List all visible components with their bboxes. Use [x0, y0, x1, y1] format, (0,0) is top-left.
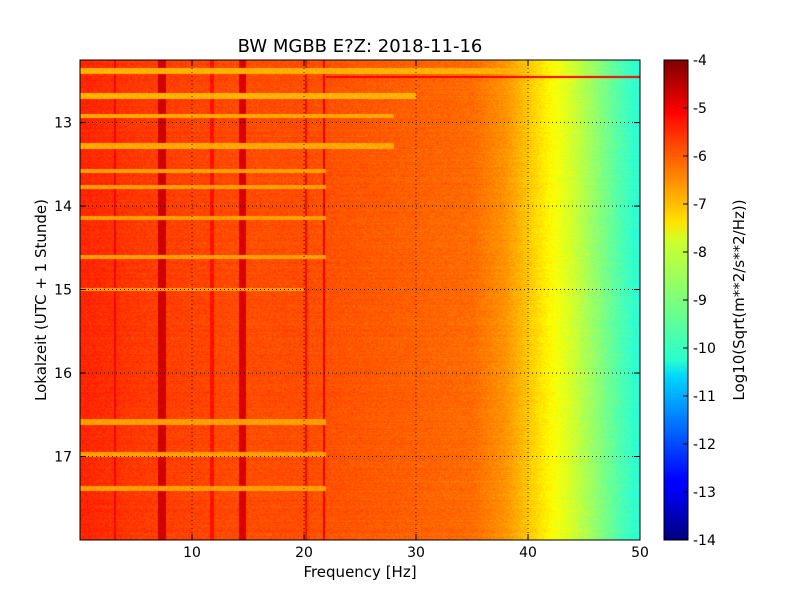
plot-frame — [79, 59, 641, 541]
y-tick-label: 16 — [54, 366, 72, 382]
colorbar-tick-label: -13 — [693, 485, 716, 501]
x-axis-label: Frequency [Hz] — [303, 563, 416, 581]
colorbar-tick-label: -7 — [693, 197, 707, 213]
colorbar-tick-label: -9 — [693, 293, 707, 309]
colorbar-tick-label: -5 — [693, 101, 707, 117]
colorbar-tick-label: -12 — [693, 437, 716, 453]
x-axis-ticks: 10 20 30 40 50 — [183, 60, 649, 561]
colorbar-tick-label: -14 — [693, 533, 716, 549]
y-tick-label: 14 — [54, 199, 72, 215]
x-tick-label: 50 — [631, 545, 649, 561]
y-tick-label: 13 — [54, 116, 72, 132]
colorbar-tick-label: -11 — [693, 389, 716, 405]
colorbar-tick-label: -8 — [693, 245, 707, 261]
colorbar-tick-label: -10 — [693, 341, 716, 357]
y-axis-label: Lokalzeit (UTC + 1 Stunde) — [32, 199, 50, 401]
colorbar-ticks: -4 -5 -6 -7 -8 -9 -10 -11 -12 -13 -14 — [683, 53, 716, 549]
colorbar-tick-label: -6 — [693, 149, 707, 165]
x-tick-label: 30 — [407, 545, 425, 561]
y-tick-label: 17 — [54, 450, 72, 466]
spectrogram-image — [80, 60, 640, 540]
colorbar-tick-label: -4 — [693, 53, 707, 69]
x-tick-label: 10 — [183, 545, 201, 561]
colorbar-label: Log10(Sqrt(m**2/s**2/Hz)) — [730, 199, 748, 400]
grid-lines — [80, 60, 640, 540]
spectrogram-plot-area — [80, 60, 640, 540]
x-tick-label: 20 — [295, 545, 313, 561]
y-tick-label: 15 — [54, 283, 72, 299]
x-tick-label: 40 — [519, 545, 537, 561]
chart-title: BW MGBB E?Z: 2018-11-16 — [238, 36, 483, 57]
y-axis-ticks: 13 14 15 16 17 — [54, 116, 640, 466]
